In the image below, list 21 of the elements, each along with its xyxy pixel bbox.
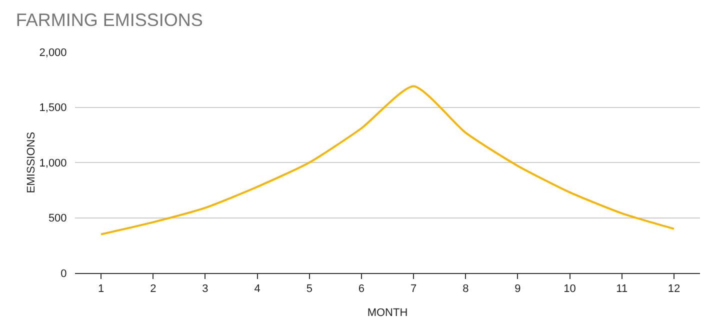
x-tick-label: 2 [150,283,156,296]
y-tick-label: 2,000 [39,46,67,59]
chart-title: FARMING EMISSIONS [16,10,203,30]
y-tick-label: 500 [48,212,67,225]
x-tick-label: 7 [410,283,417,296]
y-tick-label: 0 [60,268,67,280]
x-tick-label: 12 [668,283,680,296]
x-tick-label: 1 [98,283,104,296]
x-tick-label: 9 [514,283,521,296]
x-axis-title: MONTH [367,307,408,319]
x-tick-label: 4 [254,283,260,296]
x-tick-label: 6 [358,283,365,296]
y-tick-label: 1,500 [39,102,67,114]
x-tick-label: 5 [306,283,312,296]
x-tick-label: 8 [462,283,469,296]
y-tick-label: 1,000 [39,157,67,170]
x-tick-label: 10 [564,283,576,296]
line-series [100,85,675,236]
y-axis-title: EMISSIONS [25,132,38,194]
x-tick-label: 3 [202,283,208,296]
x-tick-label: 11 [616,283,628,296]
